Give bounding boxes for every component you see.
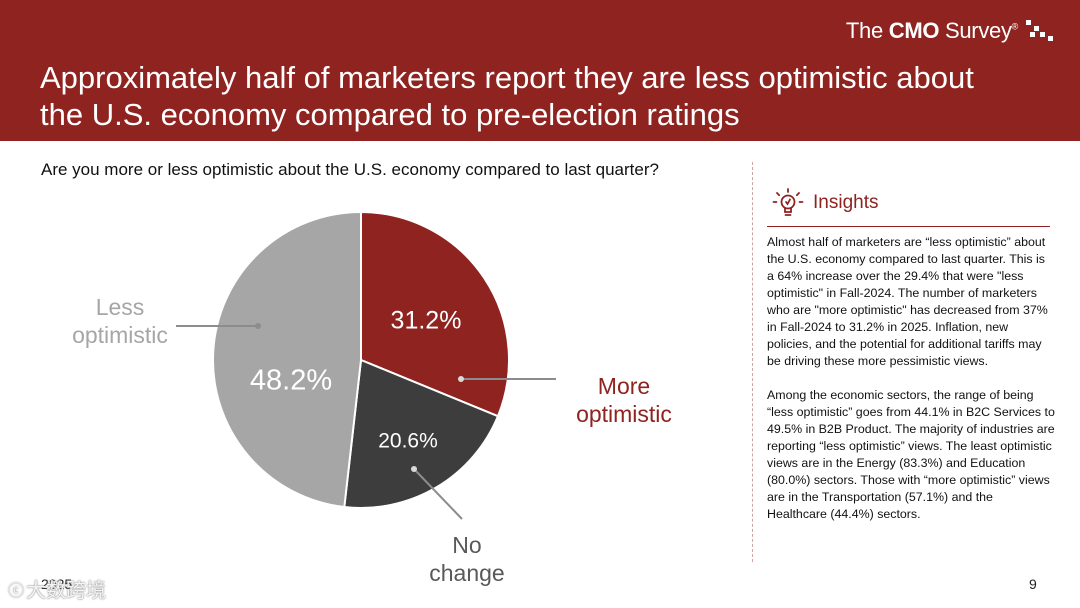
section-divider [752,162,753,562]
pie-value-label-no-change: 20.6% [378,430,438,453]
pie-value-label-more-optimistic: 31.2% [391,307,462,335]
insights-heading: Insights [813,192,879,213]
pie-leader-dot [255,323,261,329]
pie-slices [212,210,510,509]
pie-slice-no-change [343,358,500,509]
chart-question: Are you more or less optimistic about th… [41,160,659,179]
pie-category-label-more-optimistic: More optimistic [576,373,672,427]
page-number: 9 [1029,576,1037,592]
pie-slice-more-optimistic [360,210,510,418]
pie-leader-dot [458,376,464,382]
logo-squares-icon [1024,18,1054,44]
pie-category-label-no-change: No change [429,532,504,586]
pie-category-label-less-optimistic: Less optimistic [72,294,168,348]
watermark: ⓒ 大数跨境 [8,574,106,603]
pie-slice-less-optimistic [212,210,362,509]
insights-paragraph-2: Among the economic sectors, the range of… [767,388,1055,521]
insights-rule [767,226,1050,227]
insights-paragraph-1: Almost half of marketers are “less optim… [767,235,1048,368]
pie-labels: 31.2% More optimistic 20.6% No change 48.2% Les… [72,294,672,586]
pie-leader-lines [176,323,556,520]
insights-body: Almost half of marketers are “less optim… [767,234,1055,540]
watermark-logo-icon: ⓒ [8,582,25,600]
logo-text: The CMO Survey® [845,18,1018,43]
pie-leader-dot [411,466,417,472]
page-title: Approximately half of marketers report t… [40,60,974,132]
header-banner: The CMO Survey® Approximately half of ma… [0,0,1080,141]
pie-chart: 31.2% More optimistic 20.6% No change 48.2% Les… [72,210,672,586]
pie-leader-line [413,468,463,520]
pie-value-label-less-optimistic: 48.2% [250,365,332,397]
cmo-survey-logo: The CMO Survey® [846,16,1054,46]
insights-header: Insights [771,186,878,220]
footer-year: 2025 [41,576,73,592]
lightbulb-icon [772,188,804,216]
